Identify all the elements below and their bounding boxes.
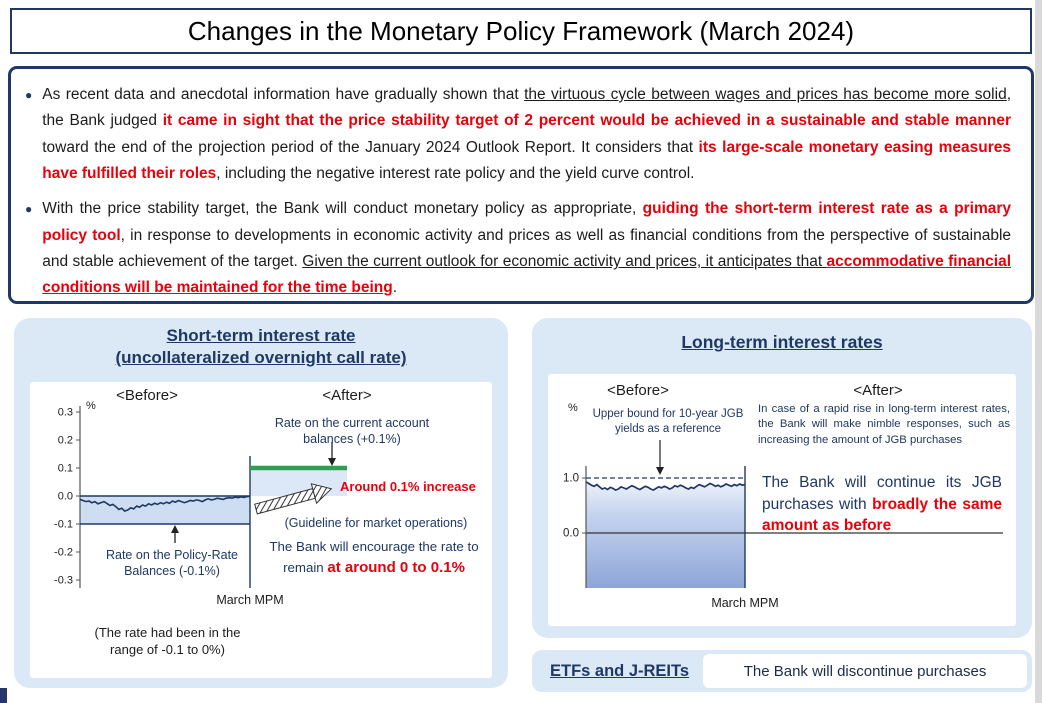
long-panel-heading: Long-term interest rates [681, 332, 883, 352]
short-term-rate-panel: Short-term interest rate (uncollateraliz… [14, 318, 508, 688]
svg-text:0.0: 0.0 [563, 528, 579, 540]
svg-text:1.0: 1.0 [563, 473, 579, 485]
svg-text:0.0: 0.0 [58, 491, 73, 503]
svg-text:0.3: 0.3 [58, 407, 73, 419]
page-title: Changes in the Monetary Policy Framework… [10, 8, 1032, 54]
short-panel-heading-line2: (uncollateralized overnight call rate) [115, 348, 407, 368]
etf-jreit-box: ETFs and J-REITs The Bank will discontin… [532, 650, 1032, 692]
etf-jreit-label: ETFs and J-REITs [550, 661, 690, 680]
short-panel-heading-line1: Short-term interest rate [166, 326, 356, 345]
long-term-rate-panel: Long-term interest rates 1.0 0.0 % <Befor… [532, 318, 1032, 638]
svg-text:-0.1: -0.1 [54, 519, 73, 531]
bullet-icon: ● [25, 88, 33, 102]
svg-text:0.1: 0.1 [58, 463, 73, 475]
bullet-item-2: ● With the price stability target, the B… [25, 196, 1011, 301]
bullet-2-text: With the price stability target, the Ban… [42, 200, 1012, 297]
long-rate-chart-area: 1.0 0.0 % <Before> <After> Upper bound fo… [548, 374, 1016, 626]
svg-text:0.2: 0.2 [58, 435, 73, 447]
bullet-item-1: ● As recent data and anecdotal informati… [25, 82, 1011, 187]
long-rate-chart: 1.0 0.0 [563, 440, 1003, 588]
short-panel-heading: Short-term interest rate (uncollateraliz… [14, 325, 508, 369]
short-rate-chart: 0.3 0.2 0.1 0.0 -0.1 -0.2 -0.3 [54, 406, 347, 588]
etf-jreit-text: The Bank will discontinue purchases [703, 654, 1027, 688]
bullet-icon: ● [25, 202, 33, 217]
summary-bullets-box: ● As recent data and anecdotal informati… [8, 66, 1034, 304]
short-rate-chart-area: 0.3 0.2 0.1 0.0 -0.1 -0.2 -0.3 % <Before> <Aft… [30, 382, 492, 678]
corner-mark [0, 688, 7, 703]
previous-range-note: (The rate had been in the range of -0.1 … [94, 625, 241, 657]
page-title-text: Changes in the Monetary Policy Framework… [187, 15, 855, 46]
bullet-1-text: As recent data and anecdotal information… [42, 86, 1012, 183]
page-edge-strip [1035, 0, 1042, 703]
svg-text:-0.2: -0.2 [54, 547, 73, 559]
svg-text:-0.3: -0.3 [54, 575, 73, 587]
